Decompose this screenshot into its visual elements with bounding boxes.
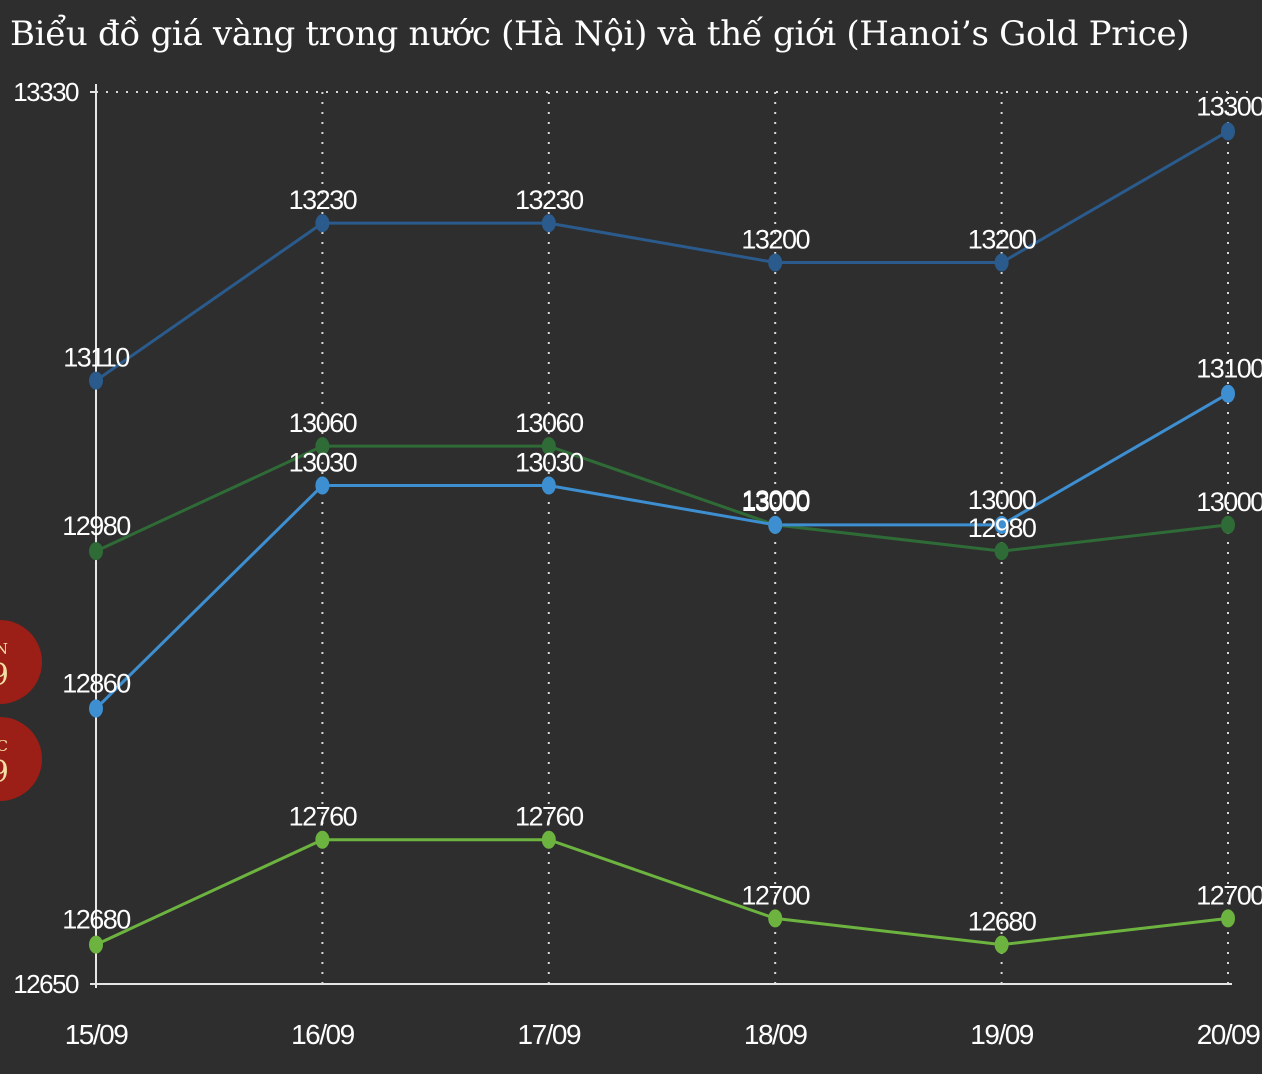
y-tick-label: 13330 [13, 77, 79, 107]
grid-lines [96, 91, 1256, 984]
data-point [768, 253, 783, 272]
x-tick-label: 18/09 [744, 1019, 807, 1050]
side-badge-2-large: 9 [0, 755, 9, 790]
data-point [1221, 909, 1235, 928]
data-point [315, 476, 330, 495]
data-label: 12980 [62, 511, 130, 541]
axes [90, 84, 1232, 988]
data-point [315, 214, 330, 233]
series-lines [94, 130, 1229, 947]
data-point [89, 371, 103, 390]
data-label: 12860 [62, 669, 130, 699]
series-line [95, 130, 1229, 382]
data-label: 13000 [741, 485, 809, 515]
data-label: 13300 [1196, 91, 1262, 121]
x-tick-label: 16/09 [291, 1019, 354, 1050]
data-label: 13060 [515, 408, 583, 438]
data-label: 12700 [741, 880, 809, 910]
side-badge-1-large: 9 [0, 658, 9, 693]
data-label: 12680 [62, 905, 130, 935]
data-point [1221, 384, 1235, 403]
data-point [768, 909, 783, 928]
data-label: 12760 [515, 802, 583, 832]
data-point [994, 253, 1009, 272]
data-label: 13110 [63, 343, 129, 373]
x-tick-label: 17/09 [518, 1019, 581, 1050]
data-point [541, 437, 556, 456]
data-label: 13000 [968, 485, 1036, 515]
tick-labels: 12650 13330 15/09 16/09 17/09 18/09 19/09 20/09 [13, 77, 1262, 1050]
data-labels: 13110 13230 13230 13200 13200 13300 12980 13060… [62, 91, 1262, 936]
data-label: 13230 [515, 185, 583, 215]
data-point [994, 935, 1009, 954]
data-point [768, 515, 783, 534]
x-tick-label: 20/09 [1197, 1019, 1260, 1050]
data-label: 13230 [289, 185, 357, 215]
data-point [994, 542, 1009, 561]
data-label: 12680 [968, 907, 1036, 937]
x-tick-label: 15/09 [65, 1019, 128, 1050]
data-point [541, 476, 556, 495]
data-point [1221, 515, 1235, 534]
data-label: 13000 [1196, 487, 1262, 517]
data-label: 13200 [968, 225, 1036, 255]
data-point [541, 830, 556, 849]
chart-title: Biểu đồ giá vàng trong nước (Hà Nội) và … [10, 14, 1190, 54]
series-line [94, 392, 1229, 710]
side-badge-1-small: N [0, 640, 8, 658]
data-point [315, 437, 330, 456]
data-label: 12980 [968, 513, 1036, 543]
data-label: 12760 [289, 802, 357, 832]
data-point [89, 935, 103, 954]
data-points [89, 122, 1235, 954]
data-point [89, 542, 103, 561]
data-label: 12700 [1196, 880, 1262, 910]
data-point [315, 830, 330, 849]
data-label: 13000 [741, 487, 809, 517]
data-point [89, 699, 103, 718]
x-tick-label: 19/09 [970, 1019, 1033, 1050]
data-label: 13030 [289, 448, 357, 478]
series-line [95, 838, 1229, 947]
data-point [541, 214, 556, 233]
data-label: 13030 [515, 448, 583, 478]
y-tick-label: 12650 [13, 969, 79, 999]
data-point [994, 515, 1009, 534]
side-badge-2-small: C [0, 737, 8, 755]
data-point [1221, 122, 1235, 141]
series-line [95, 444, 1229, 553]
data-label: 13060 [289, 408, 357, 438]
data-label: 13200 [741, 225, 809, 255]
data-label: 13100 [1196, 354, 1262, 384]
